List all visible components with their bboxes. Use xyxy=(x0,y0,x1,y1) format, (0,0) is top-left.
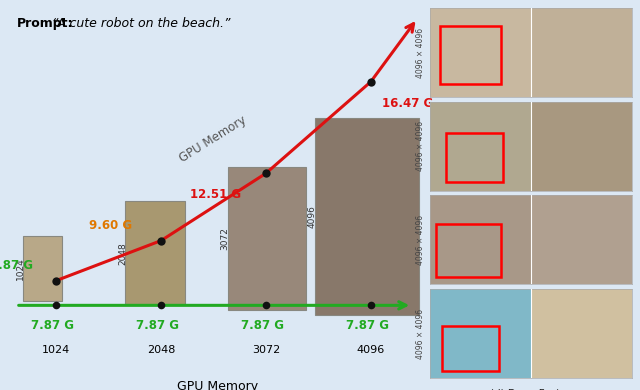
X-axis label: GPU Memory: GPU Memory xyxy=(177,380,258,390)
Bar xyxy=(531,289,632,378)
Bar xyxy=(125,201,185,305)
Bar xyxy=(436,224,500,277)
Bar xyxy=(430,195,531,284)
Bar xyxy=(446,133,502,182)
Bar xyxy=(430,102,531,191)
Text: 2048: 2048 xyxy=(118,242,127,265)
Bar xyxy=(440,26,500,84)
Text: 9.60 G: 9.60 G xyxy=(89,220,132,232)
Text: 7.87 G: 7.87 G xyxy=(136,319,179,332)
Text: 7.87 G: 7.87 G xyxy=(31,319,74,332)
Text: 4096 × 4096: 4096 × 4096 xyxy=(415,215,424,265)
Text: 12.51 G: 12.51 G xyxy=(189,188,241,201)
Text: 7.87 G: 7.87 G xyxy=(346,319,388,332)
Bar xyxy=(442,326,499,371)
Text: (d) DemoFusion: (d) DemoFusion xyxy=(490,388,572,390)
Bar xyxy=(531,102,632,191)
Text: (b) ScaleCrafter: (b) ScaleCrafter xyxy=(490,201,572,211)
Text: 4096 × 4096: 4096 × 4096 xyxy=(415,28,424,78)
Text: 1024: 1024 xyxy=(15,257,24,280)
Text: (c) MultiDiffusion: (c) MultiDiffusion xyxy=(486,295,575,305)
Text: GPU Memory: GPU Memory xyxy=(177,113,248,165)
Text: 4096: 4096 xyxy=(307,205,316,228)
Text: “A cute robot on the beach.”: “A cute robot on the beach.” xyxy=(47,16,230,30)
Bar xyxy=(315,118,419,315)
Bar xyxy=(23,236,62,301)
Bar xyxy=(228,167,306,310)
Text: (a) Attn-SF: (a) Attn-SF xyxy=(503,108,559,118)
Text: Prompt:: Prompt: xyxy=(17,16,74,30)
Text: 7.87 G: 7.87 G xyxy=(0,259,33,273)
Text: 16.47 G: 16.47 G xyxy=(382,97,433,110)
Text: 7.87 G: 7.87 G xyxy=(241,319,284,332)
Text: 3072: 3072 xyxy=(220,227,229,250)
Bar xyxy=(531,8,632,97)
Text: 4096 × 4096: 4096 × 4096 xyxy=(415,308,424,358)
Bar xyxy=(531,195,632,284)
Bar xyxy=(430,289,531,378)
Text: 4096 × 4096: 4096 × 4096 xyxy=(415,121,424,171)
Bar xyxy=(430,8,531,97)
